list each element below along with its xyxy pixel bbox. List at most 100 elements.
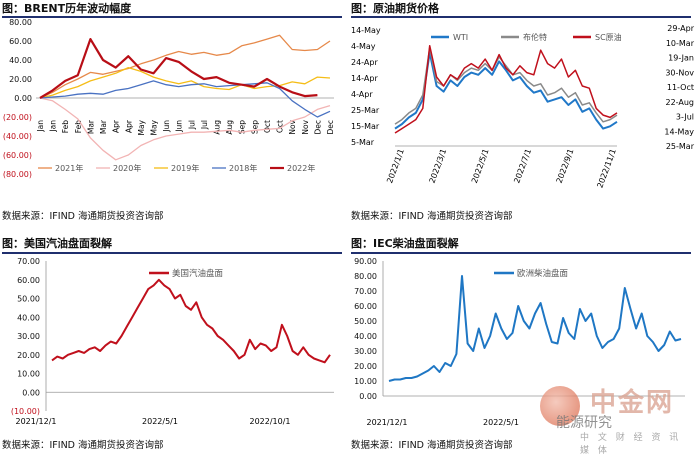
x-tick-label: Sep <box>250 120 259 134</box>
y-tick-label: 80.00 <box>354 272 377 281</box>
legend-label: 欧洲柴油盘面 <box>517 268 569 279</box>
right-axis-label: 19-Jan <box>668 54 694 63</box>
series-line-2021年 <box>39 34 331 99</box>
x-tick-label: 2022/3/1 <box>428 148 449 185</box>
x-tick-label: Dec <box>313 120 322 135</box>
x-tick-label: Jun <box>175 120 184 133</box>
y-tick-label: 40.00 <box>354 332 377 341</box>
diesel-chart: 90.00 80.00 70.00 60.00 50.00 40.00 30.00 20.00… <box>354 257 685 427</box>
x-tick-label: 2021/12/1 <box>366 418 407 427</box>
x-tick-label: 2022/5/1 <box>142 417 178 426</box>
legend-label: 美国汽油盘面 <box>172 268 224 279</box>
y-tick-label: (10.00) <box>11 407 40 416</box>
y-tick-label: 60.00 <box>9 37 32 46</box>
right-axis-label: 14-May <box>664 127 694 136</box>
x-tick-label: Jan <box>49 120 58 133</box>
y-tick-label: 50.00 <box>354 317 377 326</box>
diesel-title: 图：IEC柴油盘面裂解 <box>351 237 459 250</box>
y-tick-label: (80.00) <box>3 170 32 179</box>
series-line-2019年 <box>39 66 331 99</box>
brent-title: 图：BRENT历年波动幅度 <box>2 2 132 15</box>
series-line-2018年 <box>39 80 331 118</box>
left-axis-label: 4-Apr <box>351 90 373 99</box>
y-tick-label: 40.00 <box>17 313 40 322</box>
right-axis-label: 25-Mar <box>666 142 695 151</box>
right-axis-label: 30-Nov <box>665 68 694 77</box>
y-tick-label: 90.00 <box>354 257 377 266</box>
y-tick-label: 40.00 <box>9 56 32 65</box>
brent-chart: 80.00 60.00 40.00 20.00 0.00 (20.00) (40.00) (6… <box>3 18 335 179</box>
x-tick-label: Nov <box>288 119 297 134</box>
left-axis-label: 14-Apr <box>351 74 378 83</box>
y-tick-label: 0.00 <box>22 388 40 397</box>
x-tick-label: Feb <box>61 120 70 134</box>
x-tick-label: Apr <box>124 119 133 133</box>
source-note: 数据来源：IFIND 海通期货投资咨询部 <box>351 211 513 222</box>
x-tick-label: Mar <box>86 119 95 134</box>
series-line-欧洲柴油盘面 <box>388 275 682 382</box>
legend-label: SC原油 <box>595 32 622 42</box>
x-tick-label: May <box>149 119 158 135</box>
source-note: 数据来源：IFIND 海通期货投资咨询部 <box>2 440 164 451</box>
series-line-美国汽油盘面 <box>51 278 331 364</box>
x-tick-label: May <box>137 119 146 135</box>
y-tick-label: (60.00) <box>3 151 32 160</box>
gasoline-title: 图：美国汽油盘面裂解 <box>2 237 112 250</box>
x-tick-label: Nov <box>301 119 310 134</box>
x-tick-label: Jul <box>187 120 196 130</box>
x-tick-label: Mar <box>99 119 108 134</box>
y-tick-label: (40.00) <box>3 132 32 141</box>
title-divider <box>351 16 691 18</box>
x-tick-label: Oct <box>263 120 272 133</box>
y-tick-label: 60.00 <box>354 302 377 311</box>
source-note: 数据来源：IFIND 海通期货投资咨询部 <box>2 211 164 222</box>
legend-label: 2020年 <box>113 163 141 173</box>
legend-label: 2022年 <box>287 163 315 173</box>
y-tick-label: 10.00 <box>17 370 40 379</box>
x-tick-label: 2022/10/1 <box>249 417 290 426</box>
y-tick-label: 60.00 <box>17 276 40 285</box>
y-tick-label: 10.00 <box>354 377 377 386</box>
watermark-text: 能源研究 <box>556 415 612 431</box>
x-tick-label: Feb <box>74 120 83 134</box>
brent-panel: 图：BRENT历年波动幅度 80.00 60.00 40.00 20.00 0.00 (2… <box>2 0 347 222</box>
x-tick-label: Apr <box>112 119 121 133</box>
watermark-tagline: 中 文 财 经 资 讯 媒 体 <box>580 433 682 456</box>
y-tick-label: 20.00 <box>354 362 377 371</box>
gasoline-panel: 图：美国汽油盘面裂解 70.00 60.00 50.00 40.00 30.00 20.0… <box>2 235 347 454</box>
crude-title: 图：原油期货价格 <box>351 2 439 15</box>
gasoline-chart: 70.00 60.00 50.00 40.00 30.00 20.00 10.00 0.00 (… <box>11 257 334 426</box>
title-divider <box>351 252 691 254</box>
left-axis-label: 15-Mar <box>351 122 380 131</box>
left-axis-label: 24-Apr <box>351 58 378 67</box>
legend-label: 2021年 <box>55 163 83 173</box>
x-tick-label: 2022/1/1 <box>385 148 406 185</box>
y-tick-label: 20.00 <box>17 351 40 360</box>
left-axis-label: 4-May <box>351 42 376 51</box>
x-tick-label: Aug <box>225 120 234 135</box>
x-tick-label: 2022/5/1 <box>470 148 491 185</box>
y-tick-label: 20.00 <box>9 75 32 84</box>
x-tick-label: Jun <box>162 120 171 133</box>
x-tick-label: Dec <box>326 120 335 135</box>
right-axis-label: 22-Aug <box>665 98 694 107</box>
y-tick-label: 30.00 <box>354 347 377 356</box>
x-tick-label: 2021/12/1 <box>15 417 56 426</box>
y-tick-label: 30.00 <box>17 332 40 341</box>
legend-label: 布伦特 <box>523 32 547 42</box>
left-axis-label: 5-Mar <box>351 138 375 147</box>
source-note: 数据来源：IFIND 海通期货投资咨询部 <box>351 440 513 451</box>
right-axis-label: 11-Oct <box>667 83 694 92</box>
crude-chart: 14-May 4-May 24-Apr 14-Apr 4-Apr 25-Mar 15-Mar… <box>351 24 695 189</box>
left-axis-label: 25-Mar <box>351 106 380 115</box>
watermark-logo-icon <box>540 386 580 426</box>
series-line-WTI <box>394 51 618 130</box>
title-divider <box>2 252 342 254</box>
y-tick-label: (20.00) <box>3 113 32 122</box>
y-tick-label: 70.00 <box>17 257 40 266</box>
right-axis-label: 10-Mar <box>666 39 695 48</box>
x-tick-label: 2022/7/1 <box>512 148 533 185</box>
title-divider <box>2 16 342 18</box>
y-tick-label: 80.00 <box>9 18 32 27</box>
series-line-SC原油 <box>394 44 618 134</box>
